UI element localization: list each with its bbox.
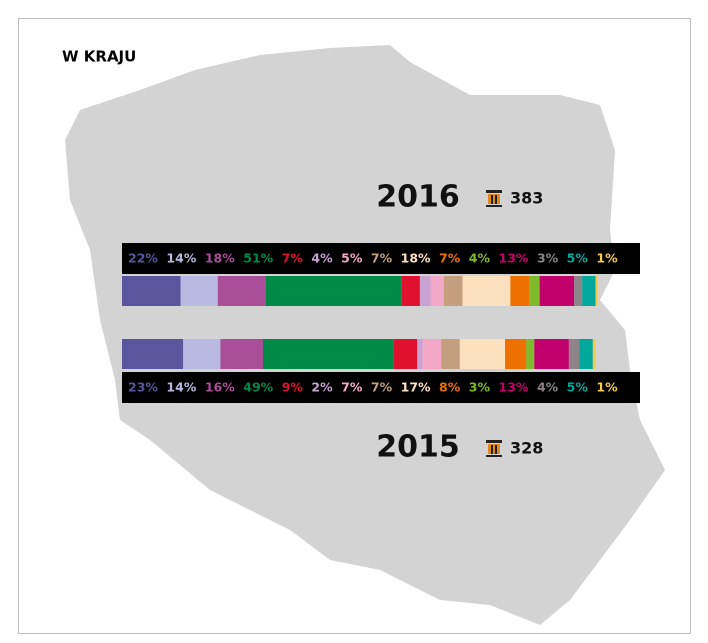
- bar-segment: [595, 276, 599, 306]
- bar-segment: [462, 276, 511, 306]
- value-label: 7%: [439, 251, 461, 266]
- bar-segment: [592, 339, 596, 369]
- bar-segment: [220, 339, 263, 369]
- bar-segment: [180, 276, 218, 306]
- bar-segment: [505, 339, 527, 369]
- bar-segment: [419, 276, 431, 306]
- value-label: 4%: [537, 380, 559, 395]
- bar-segment: [430, 276, 444, 306]
- value-label: 3%: [469, 380, 491, 395]
- bar-segment: [422, 339, 442, 369]
- value-label: 1%: [596, 380, 618, 395]
- count-label: 383: [510, 189, 543, 208]
- value-label: 5%: [341, 251, 363, 266]
- value-label: 1%: [596, 251, 618, 266]
- bar-segment: [459, 339, 506, 369]
- icon-col: [495, 195, 497, 204]
- year-label: 2015: [376, 430, 460, 465]
- value-label: 7%: [371, 380, 393, 395]
- value-label: 3%: [537, 251, 559, 266]
- bar-segment: [510, 276, 529, 306]
- value-label: 49%: [243, 380, 273, 395]
- bar-segment: [417, 339, 423, 369]
- icon-col: [491, 445, 493, 454]
- value-label: 17%: [401, 380, 431, 395]
- value-label: 51%: [243, 251, 273, 266]
- bar-segment: [579, 339, 593, 369]
- icon-body: [488, 444, 500, 454]
- bar-segment: [262, 339, 394, 369]
- icon-col: [491, 195, 493, 204]
- count-label: 328: [510, 439, 543, 458]
- icon-base: [486, 455, 502, 457]
- label-strip: [122, 243, 640, 274]
- value-label: 5%: [567, 251, 589, 266]
- value-label: 18%: [205, 251, 235, 266]
- bar-segment: [539, 276, 575, 306]
- bar-segment: [582, 276, 596, 306]
- bar-segment: [534, 339, 569, 369]
- label-strip: [122, 372, 640, 403]
- value-label: 14%: [166, 380, 196, 395]
- value-label: 2%: [311, 380, 333, 395]
- value-label: 4%: [469, 251, 491, 266]
- institution-icon: [486, 440, 502, 457]
- bar-segment: [574, 276, 583, 306]
- value-label: 13%: [499, 251, 529, 266]
- value-label: 18%: [401, 251, 431, 266]
- bar-segment: [217, 276, 266, 306]
- icon-body: [488, 194, 500, 204]
- bar-segment: [526, 339, 535, 369]
- icon-col: [495, 445, 497, 454]
- value-label: 4%: [311, 251, 333, 266]
- value-label: 16%: [205, 380, 235, 395]
- bar-segment: [393, 339, 418, 369]
- bar-segment: [401, 276, 420, 306]
- bar-segment: [441, 339, 460, 369]
- bar-segment: [528, 276, 540, 306]
- value-label: 7%: [282, 251, 304, 266]
- icon-roof: [486, 440, 502, 443]
- value-label: 22%: [128, 251, 158, 266]
- value-label: 5%: [567, 380, 589, 395]
- bar-segment: [122, 339, 184, 369]
- value-label: 13%: [499, 380, 529, 395]
- bar-segment: [568, 339, 580, 369]
- icon-roof: [486, 190, 502, 193]
- bar-segment: [265, 276, 402, 306]
- value-label: 23%: [128, 380, 158, 395]
- title: W KRAJU: [62, 48, 136, 66]
- value-label: 7%: [371, 251, 393, 266]
- value-label: 8%: [439, 380, 461, 395]
- value-label: 9%: [282, 380, 304, 395]
- icon-base: [486, 205, 502, 207]
- map-shape: [65, 45, 665, 625]
- institution-icon: [486, 190, 502, 207]
- value-label: 14%: [166, 251, 196, 266]
- bar-segment: [122, 276, 181, 306]
- bar-segment: [183, 339, 221, 369]
- bar-segment: [443, 276, 463, 306]
- value-label: 7%: [341, 380, 363, 395]
- year-label: 2016: [376, 180, 460, 215]
